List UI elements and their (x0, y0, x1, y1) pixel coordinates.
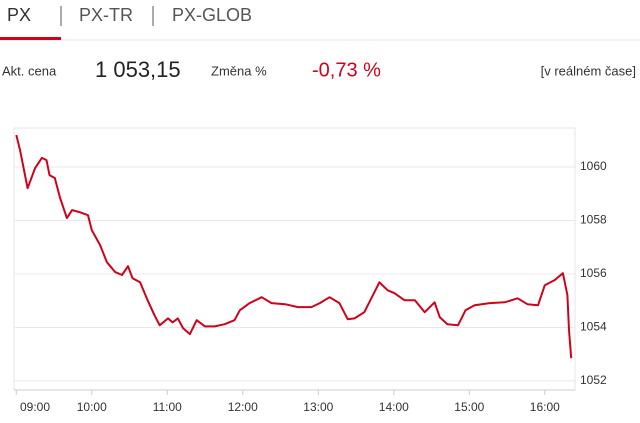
change: -0,73 % (312, 59, 381, 81)
y-tick-label: 1056 (580, 266, 607, 280)
y-tick-label: 1058 (580, 213, 607, 227)
y-tick-label: 1060 (580, 159, 607, 173)
y-tick-label: 1052 (580, 373, 607, 387)
tab[interactable]: PX-GLOB (172, 5, 252, 25)
tab[interactable]: PX-TR (79, 5, 133, 25)
x-tick-label: 15:00 (454, 400, 484, 414)
price: 1 053,15 (95, 57, 181, 82)
x-tick-label: 10:00 (77, 400, 107, 414)
x-tick-label: 16:00 (530, 400, 560, 414)
y-tick-label: 1054 (580, 320, 607, 334)
x-tick-label: 13:00 (303, 400, 333, 414)
x-tick-label: 14:00 (379, 400, 409, 414)
x-tick-label: 11:00 (153, 400, 182, 414)
tab[interactable]: PX (7, 5, 31, 25)
price-label: Akt. cena (2, 63, 57, 78)
active-tab-underline (0, 37, 61, 40)
x-tick-label: 09:00 (20, 400, 50, 414)
change-label: Změna % (211, 63, 267, 78)
realtime-note: [v reálném čase] (541, 63, 636, 78)
price-line (15, 134, 573, 359)
x-tick-label: 12:00 (228, 400, 258, 414)
